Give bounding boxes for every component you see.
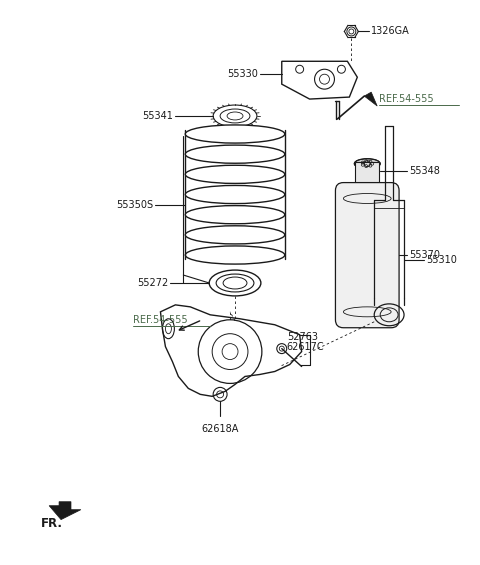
Text: 55341: 55341: [143, 111, 173, 121]
Ellipse shape: [185, 246, 285, 264]
Text: 55272: 55272: [137, 278, 168, 288]
Text: REF.54-555: REF.54-555: [132, 315, 187, 325]
Text: FR.: FR.: [41, 517, 63, 530]
Ellipse shape: [185, 185, 285, 203]
Text: 55330: 55330: [227, 69, 258, 79]
Polygon shape: [364, 92, 377, 106]
Text: 62617C: 62617C: [287, 342, 324, 351]
Ellipse shape: [354, 159, 380, 169]
Ellipse shape: [185, 166, 285, 184]
Text: 55348: 55348: [409, 166, 440, 176]
Ellipse shape: [185, 145, 285, 163]
Text: 55310: 55310: [426, 255, 457, 265]
Text: 55350S: 55350S: [116, 199, 154, 210]
Text: REF.54-555: REF.54-555: [379, 94, 434, 104]
Polygon shape: [49, 502, 81, 520]
FancyBboxPatch shape: [336, 182, 399, 328]
Text: 52763: 52763: [287, 332, 318, 342]
FancyBboxPatch shape: [355, 162, 379, 184]
Ellipse shape: [185, 206, 285, 224]
Text: 62618A: 62618A: [202, 424, 239, 434]
Ellipse shape: [185, 226, 285, 244]
Text: 1326GA: 1326GA: [371, 27, 410, 37]
Ellipse shape: [185, 125, 285, 143]
Text: 55370: 55370: [409, 250, 440, 260]
